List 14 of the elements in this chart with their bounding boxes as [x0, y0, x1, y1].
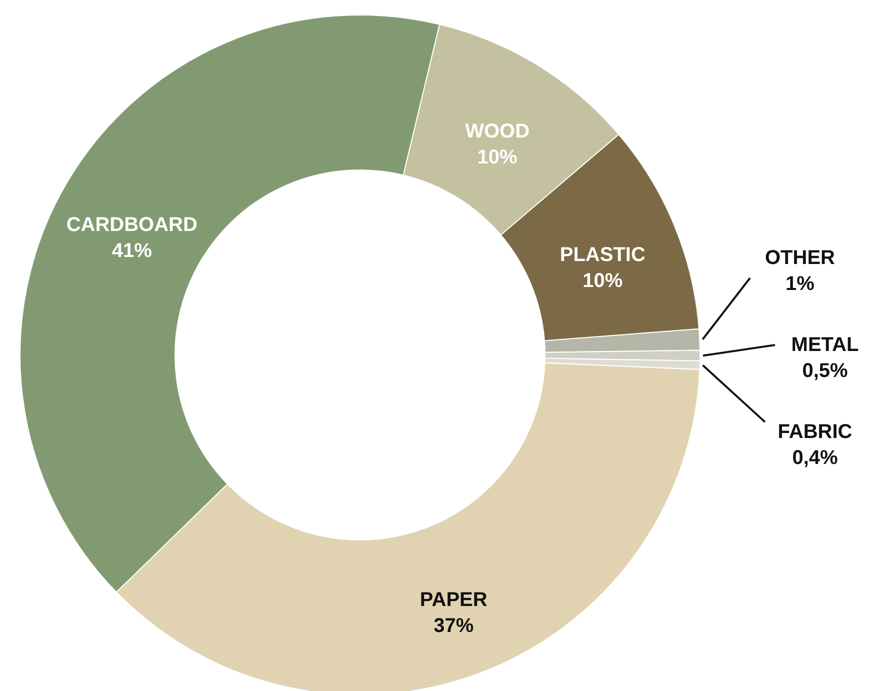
slice-label: METAL: [791, 334, 859, 356]
data-label: 0,5%: [802, 360, 848, 382]
data-label: 10%: [477, 146, 518, 168]
data-label: 0,4%: [792, 447, 838, 469]
slice-label: WOOD: [465, 120, 530, 142]
slice-label: FABRIC: [778, 421, 852, 443]
slice-label: PLASTIC: [560, 244, 646, 266]
data-label: 10%: [582, 270, 623, 292]
slice-label: CARDBOARD: [66, 214, 198, 236]
data-label: 37%: [434, 615, 474, 638]
data-label: 41%: [112, 240, 152, 262]
slice-label: OTHER: [765, 247, 836, 269]
data-label: 1%: [786, 273, 815, 295]
slice-label: PAPER: [420, 589, 488, 612]
